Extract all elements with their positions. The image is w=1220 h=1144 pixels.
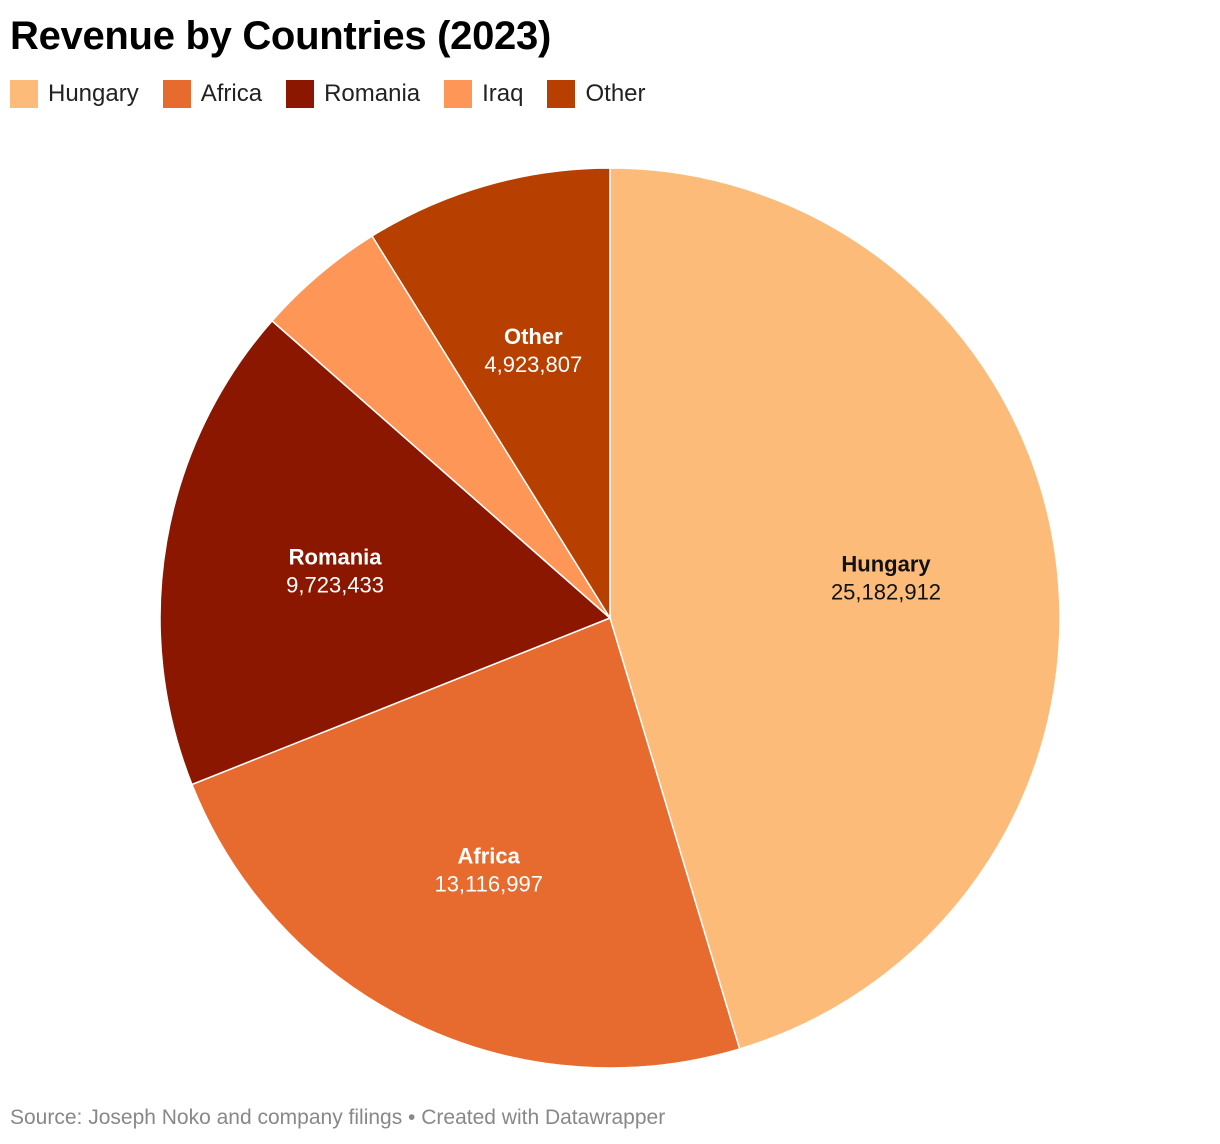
slice-label-value: 9,723,433 [286, 573, 384, 598]
legend-label: Africa [200, 80, 263, 107]
legend-item-iraq: Iraq [444, 80, 523, 108]
legend-label: Iraq [482, 80, 524, 107]
pie-labels: Hungary 25,182,912 Africa 13,116,997 Romania… [286, 324, 941, 897]
source-footer: Source: Joseph Noko and company filings … [10, 1106, 666, 1129]
slice-label-africa: Africa 13,116,997 [434, 843, 542, 896]
pie-slice-romania [159, 319, 612, 786]
slice-label-other: Other 4,923,807 [484, 324, 582, 377]
slice-label-romania: Romania 9,723,433 [286, 545, 384, 598]
legend-item-hungary: Hungary [10, 80, 139, 108]
pie-slice-other [371, 167, 611, 621]
slice-label-value: 4,923,807 [484, 352, 582, 377]
slice-label-hungary: Hungary 25,182,912 [831, 551, 941, 604]
slice-label-name: Hungary [841, 551, 931, 576]
legend-label: Other [585, 80, 646, 107]
legend-label: Hungary [48, 80, 139, 107]
slice-label-name: Romania [289, 545, 383, 570]
legend-label: Romania [324, 80, 421, 107]
legend-swatch [547, 80, 576, 108]
legend-swatch [444, 80, 473, 108]
slice-label-value: 13,116,997 [434, 871, 542, 896]
legend-swatch [10, 80, 38, 108]
pie-slice-hungary [609, 167, 1061, 1050]
legend-swatch [286, 80, 315, 108]
pie-slices [159, 167, 1061, 1069]
slice-label-name: Africa [458, 843, 521, 868]
legend: Hungary Africa Romania Iraq Other [10, 78, 670, 110]
legend-item-other: Other [547, 80, 646, 108]
legend-item-romania: Romania [286, 80, 420, 108]
chart-title: Revenue by Countries (2023) [10, 14, 551, 58]
legend-item-africa: Africa [162, 80, 263, 108]
slice-label-value: 25,182,912 [831, 579, 941, 604]
slice-label-name: Other [504, 324, 563, 349]
legend-swatch [162, 80, 191, 108]
